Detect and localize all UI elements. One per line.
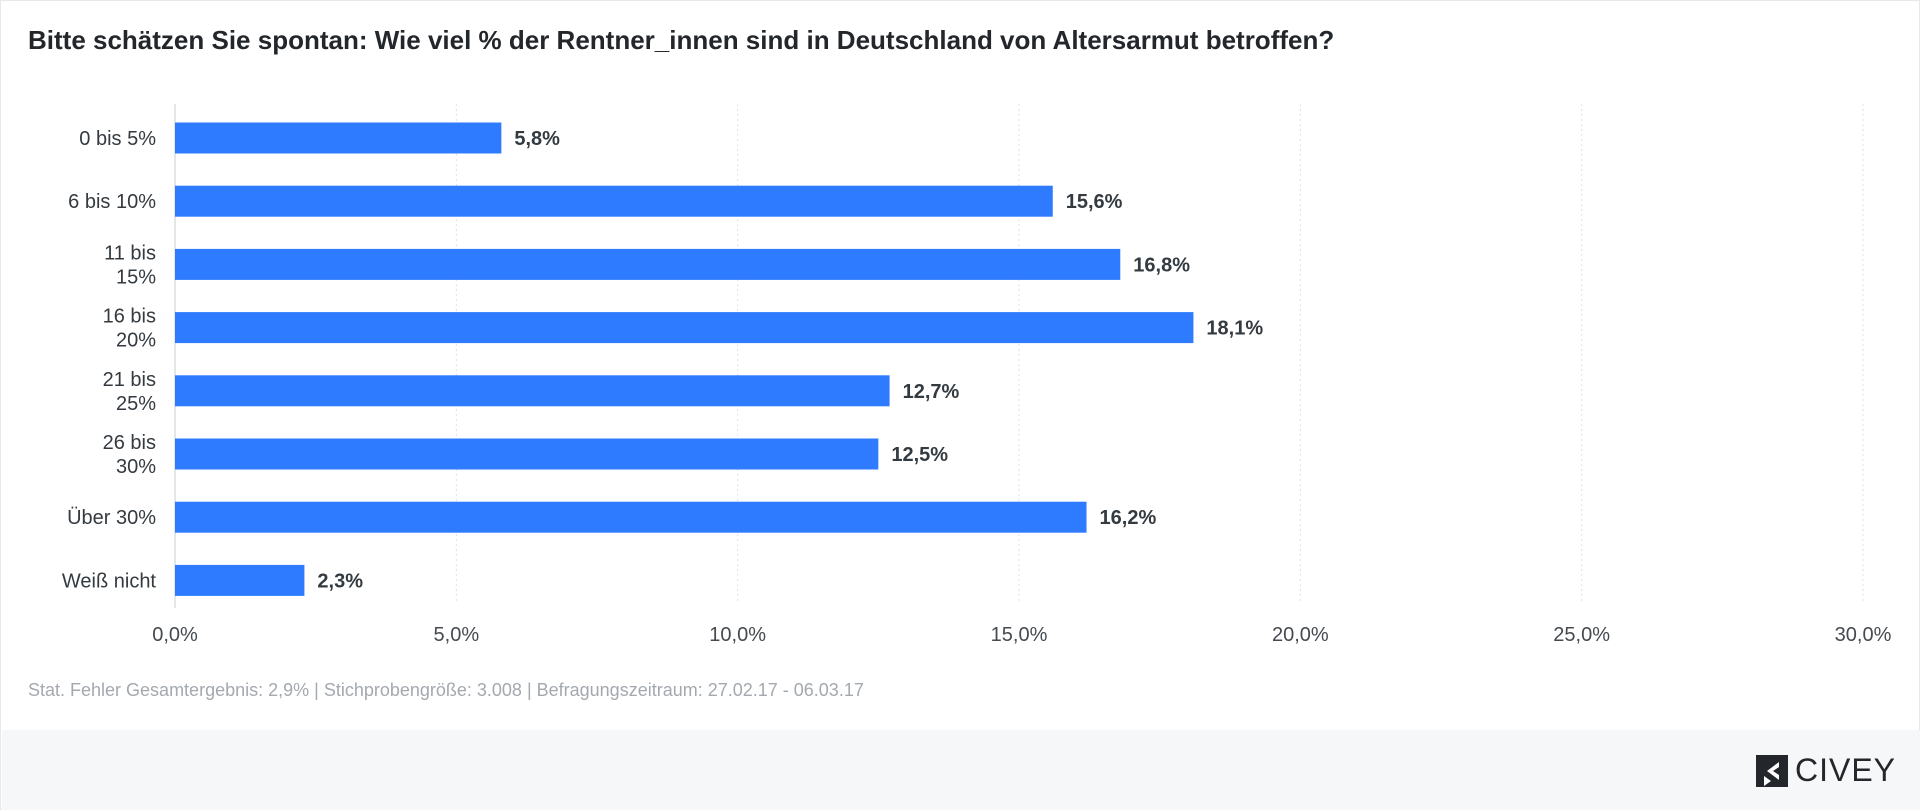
x-tick-label: 10,0%	[709, 624, 766, 646]
bar	[175, 122, 502, 154]
value-label: 18,1%	[1206, 318, 1263, 340]
x-tick-label: 0,0%	[152, 624, 198, 646]
value-label: 16,2%	[1100, 507, 1157, 529]
bar	[175, 564, 305, 596]
value-label: 2,3%	[317, 570, 363, 592]
value-label: 12,5%	[891, 444, 948, 466]
x-tick-label: 25,0%	[1553, 624, 1610, 646]
value-label: 12,7%	[903, 381, 960, 403]
survey-footnote: Stat. Fehler Gesamtergebnis: 2,9% | Stic…	[28, 680, 864, 700]
value-label: 16,8%	[1133, 254, 1190, 276]
bar	[175, 501, 1087, 533]
category-label: 26 bis 30%	[103, 432, 157, 478]
category-label: 0 bis 5%	[79, 128, 156, 150]
x-tick-label: 20,0%	[1272, 624, 1329, 646]
bar-chart: 0,0% 5,0% 10,0% 15,0% 20,0% 25,0% 30,0% 0 bis 5…	[62, 104, 1892, 646]
brand-logo[interactable]: CIVEY	[1755, 752, 1896, 789]
category-label: 21 bis 25%	[103, 369, 157, 415]
value-label: 15,6%	[1066, 191, 1123, 213]
chart-title: Bitte schätzen Sie spontan: Wie viel % d…	[28, 25, 1335, 55]
category-label: 16 bis 20%	[103, 306, 157, 352]
footer-bar: CIVEY	[2, 730, 1920, 810]
bar	[175, 185, 1053, 217]
category-label: 11 bis 15%	[104, 242, 156, 288]
category-label: 6 bis 10%	[68, 191, 156, 213]
x-tick-label: 15,0%	[991, 624, 1048, 646]
category-label: Weiß nicht	[62, 570, 157, 592]
category-label: Über 30%	[67, 507, 156, 529]
bar	[175, 312, 1194, 344]
value-label: 5,8%	[514, 128, 560, 150]
bar	[175, 375, 890, 407]
bar	[175, 248, 1121, 280]
x-tick-label: 5,0%	[434, 624, 480, 646]
civey-logo-icon	[1755, 754, 1788, 787]
bar	[175, 438, 879, 470]
brand-name: CIVEY	[1794, 752, 1896, 788]
x-tick-label: 30,0%	[1835, 624, 1892, 646]
